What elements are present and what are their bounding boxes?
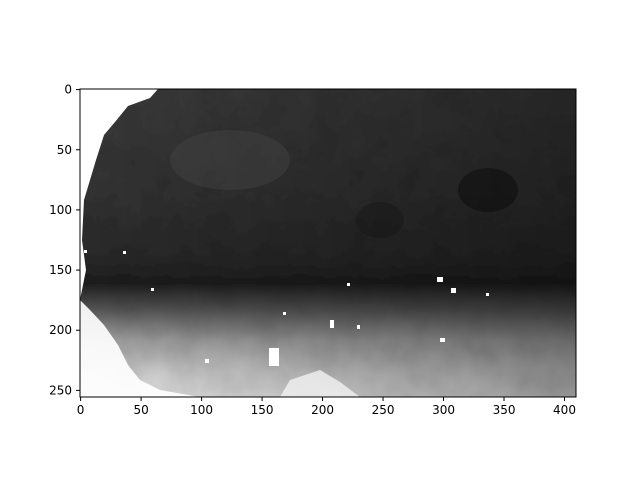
- x-tick-label: 50: [133, 403, 148, 417]
- x-tick-label: 350: [493, 403, 516, 417]
- y-tick-label: 50: [57, 143, 72, 157]
- heatmap-image: [80, 89, 576, 397]
- y-tick-label: 250: [49, 383, 72, 397]
- y-tick-label: 200: [49, 323, 72, 337]
- y-tick-label: 100: [49, 203, 72, 217]
- x-tick-label: 300: [432, 403, 455, 417]
- x-tick-label: 150: [251, 403, 274, 417]
- x-tick-label: 400: [553, 403, 576, 417]
- x-tick-label: 100: [190, 403, 213, 417]
- x-tick-label: 200: [311, 403, 334, 417]
- y-axis: 0 50 100 150 200 250: [49, 83, 80, 398]
- x-axis: 0 50 100 150 200 250 300 350 400: [77, 397, 576, 417]
- y-tick-label: 0: [64, 83, 72, 97]
- x-tick-label: 250: [372, 403, 395, 417]
- y-tick-label: 150: [49, 263, 72, 277]
- x-tick-label: 0: [77, 403, 85, 417]
